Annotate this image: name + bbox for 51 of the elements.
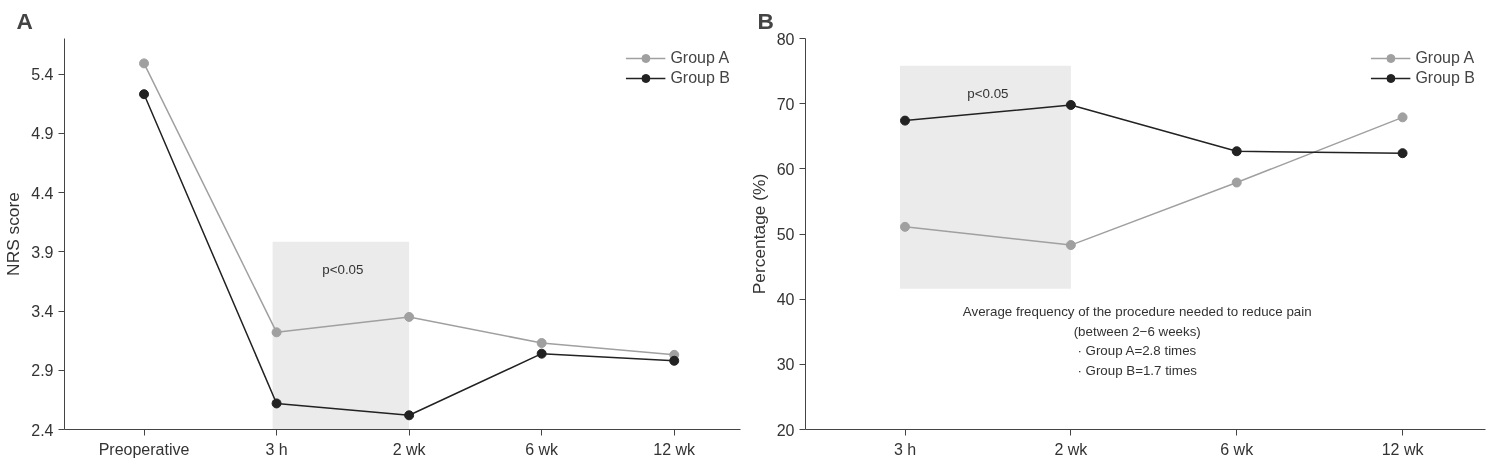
point — [1065, 240, 1076, 251]
y-tick-label: 80 — [776, 30, 795, 48]
point — [1397, 112, 1408, 123]
point — [404, 410, 415, 421]
y-tick-label: 60 — [776, 160, 795, 178]
y-tick-label: 2.9 — [31, 362, 54, 380]
x-tick-label: 2 wk — [392, 440, 427, 458]
point — [900, 221, 911, 232]
legend-label: Group B — [670, 69, 730, 87]
x-tick-label: 12 wk — [653, 440, 697, 458]
point — [536, 348, 547, 359]
y-tick-label: 2.4 — [31, 421, 54, 439]
chart-title: A — [16, 7, 33, 34]
y-tick-label: 70 — [776, 95, 795, 113]
y-tick-label: 50 — [776, 226, 795, 243]
x-tick-label: 6 wk — [1220, 440, 1255, 458]
y-axis-title: NRS score — [3, 192, 24, 276]
point — [1397, 148, 1408, 159]
x-tick-label: 2 wk — [1054, 440, 1089, 458]
y-tick-label: 4.4 — [31, 184, 54, 202]
legend-label: Group A — [1415, 49, 1475, 67]
x-tick-label: 12 wk — [1381, 440, 1425, 458]
point — [1231, 146, 1242, 157]
x-tick-label: 3 h — [265, 440, 288, 458]
point — [404, 311, 415, 322]
legend-label: Group A — [670, 49, 730, 67]
band-label: p<0.05 — [967, 85, 1009, 101]
annotation: Average frequency of the procedure needed to reduce pain (between 2−6 weeks) · Group A=2.8 times · Group B=1.7 times — [962, 304, 1312, 378]
y-tick-label: 3.4 — [31, 303, 54, 321]
band-label: p<0.05 — [322, 261, 364, 277]
chart-title: B — [757, 7, 774, 34]
point — [1065, 99, 1076, 110]
y-tick-label: 30 — [776, 356, 795, 374]
y-tick-label: 40 — [776, 291, 795, 309]
y-tick-label: 4.9 — [31, 125, 54, 143]
point — [139, 89, 150, 100]
x-tick-label: 6 wk — [525, 440, 560, 458]
point — [900, 115, 911, 126]
legend-label: Group B — [1415, 69, 1475, 87]
y-tick-label: 5.4 — [31, 66, 54, 84]
point — [536, 338, 547, 348]
point — [669, 355, 680, 366]
point — [1231, 177, 1242, 188]
x-tick-label: 3 h — [893, 440, 917, 458]
x-tick-label: Preoperative — [98, 440, 190, 458]
y-tick-label: 20 — [776, 421, 795, 439]
point — [139, 58, 150, 69]
y-tick-label: 3.9 — [31, 243, 54, 261]
y-axis-title: Percentage (%) — [748, 173, 769, 295]
point — [271, 327, 282, 338]
point — [271, 398, 282, 409]
